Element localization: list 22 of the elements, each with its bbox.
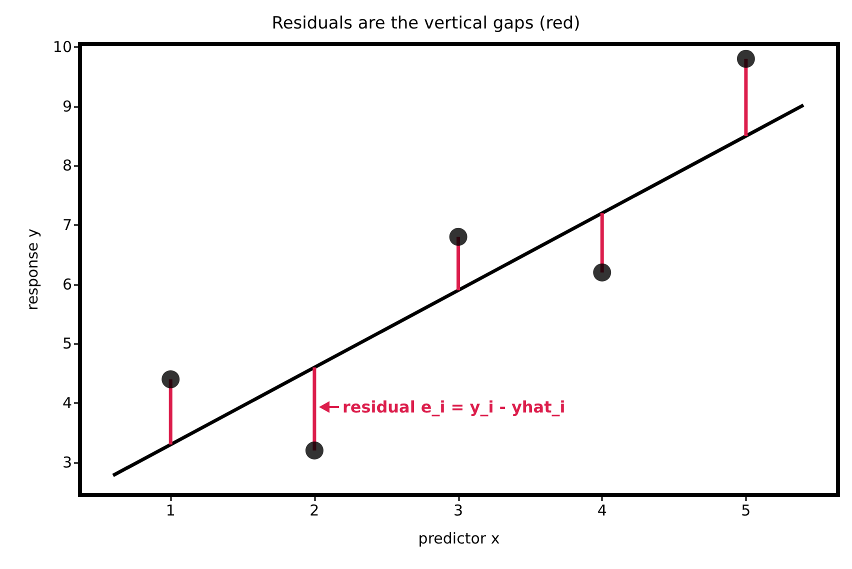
y-tick-label: 7	[62, 216, 72, 234]
point	[593, 263, 612, 282]
point	[736, 50, 755, 68]
x-tick-label: 3	[454, 502, 464, 520]
y-axis-title: response y	[24, 228, 42, 310]
y-tick-label: 3	[62, 453, 72, 472]
y-tick-label: 6	[62, 275, 72, 294]
annotation: residual e_i = y_i - yhat_i	[342, 398, 566, 417]
y-tick-label: 8	[62, 156, 72, 175]
point	[162, 370, 180, 388]
point	[305, 442, 324, 460]
y-tick-label: 10	[52, 38, 72, 56]
x-tick-label: 4	[597, 502, 607, 520]
y-tick-label: 9	[62, 97, 72, 116]
chart-title: Residuals are the vertical gaps (red)	[272, 14, 580, 34]
x-tick-label: 5	[741, 502, 751, 520]
point	[449, 228, 468, 246]
y-tick-label: 4	[62, 394, 72, 412]
x-axis-title: predictor x	[418, 530, 500, 548]
x-tick-label: 2	[310, 502, 320, 520]
y-tick-label: 5	[62, 334, 72, 353]
x-tick-label: 1	[166, 502, 176, 520]
